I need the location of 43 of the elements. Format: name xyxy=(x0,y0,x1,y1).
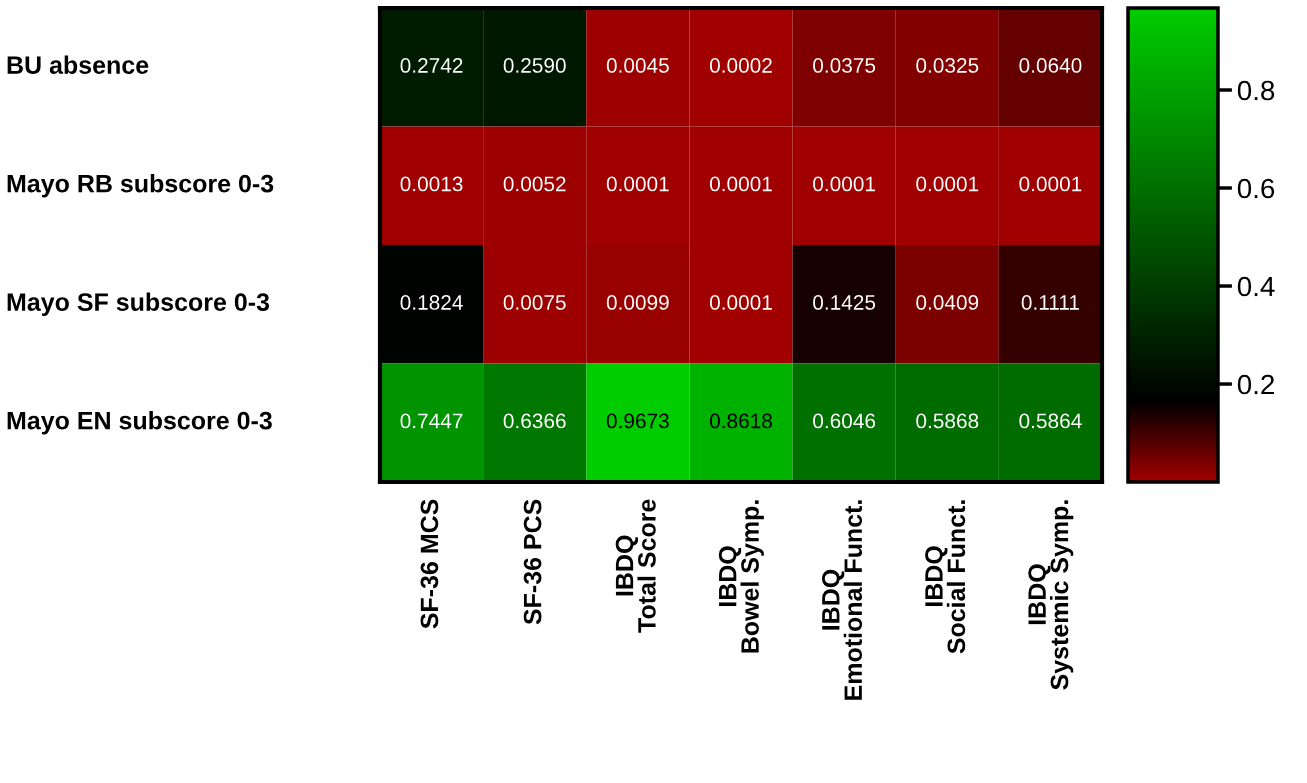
data-label: 0.5868 xyxy=(916,413,979,429)
data-label: 0.0052 xyxy=(503,176,566,192)
data-label: 0.0002 xyxy=(709,58,772,73)
data-label: 0.0099 xyxy=(606,295,669,310)
data-label: 0.0375 xyxy=(813,58,876,73)
x-tick-label: IBDQ Emotional Funct. xyxy=(821,500,863,700)
data-label: 0.5864 xyxy=(1019,413,1082,429)
color-bar-label: 0.8 xyxy=(1237,80,1275,101)
data-label: 0.9673 xyxy=(606,413,669,429)
y-tick-label: BU absence xyxy=(7,55,149,74)
data-label: 0.0409 xyxy=(916,295,979,310)
data-label: 0.6366 xyxy=(503,413,566,429)
data-label: 0.6046 xyxy=(813,413,876,429)
data-label: 0.0001 xyxy=(1019,176,1082,192)
y-tick-label: Mayo RB subscore 0-3 xyxy=(7,174,274,198)
data-label: 0.0013 xyxy=(400,176,463,192)
data-label: 0.7447 xyxy=(400,413,463,429)
color-bar-label: 0.4 xyxy=(1237,276,1275,297)
data-label: 0.0325 xyxy=(916,58,979,73)
data-label: 0.0001 xyxy=(606,176,669,192)
data-label: 0.0001 xyxy=(709,295,772,310)
data-label: 0.1824 xyxy=(400,295,463,310)
x-tick-label: IBDQ Systemic Symp. xyxy=(1028,500,1074,690)
data-label: 0.0001 xyxy=(916,176,979,192)
data-label: 0.2590 xyxy=(503,58,566,73)
data-label: 0.8618 xyxy=(709,413,772,429)
data-label: 0.0640 xyxy=(1019,58,1082,73)
x-tick-label: IBDQ Total Score xyxy=(615,499,656,633)
y-tick-label: Mayo SF subscore 0-3 xyxy=(7,292,270,316)
color-bar-label: 0.2 xyxy=(1237,374,1274,395)
data-label: 0.2742 xyxy=(400,58,463,73)
y-tick-label: Mayo EN subscore 0-3 xyxy=(7,411,272,435)
data-label: 0.1111 xyxy=(1021,295,1079,310)
data-label: 0.0001 xyxy=(709,176,772,192)
x-tick-label: SF-36 MCS xyxy=(420,499,439,629)
x-tick-label: IBDQ Bowel Symp. xyxy=(718,500,764,653)
x-tick-label: IBDQ Social Funct. xyxy=(925,500,966,654)
data-label: 0.1425 xyxy=(813,295,876,310)
data-label: 0.0075 xyxy=(503,295,566,310)
x-tick-label: SF-36 PCS xyxy=(523,499,542,625)
data-label: 0.0045 xyxy=(606,58,669,73)
color-bar-label: 0.6 xyxy=(1237,178,1275,199)
data-label: 0.0001 xyxy=(813,176,875,192)
